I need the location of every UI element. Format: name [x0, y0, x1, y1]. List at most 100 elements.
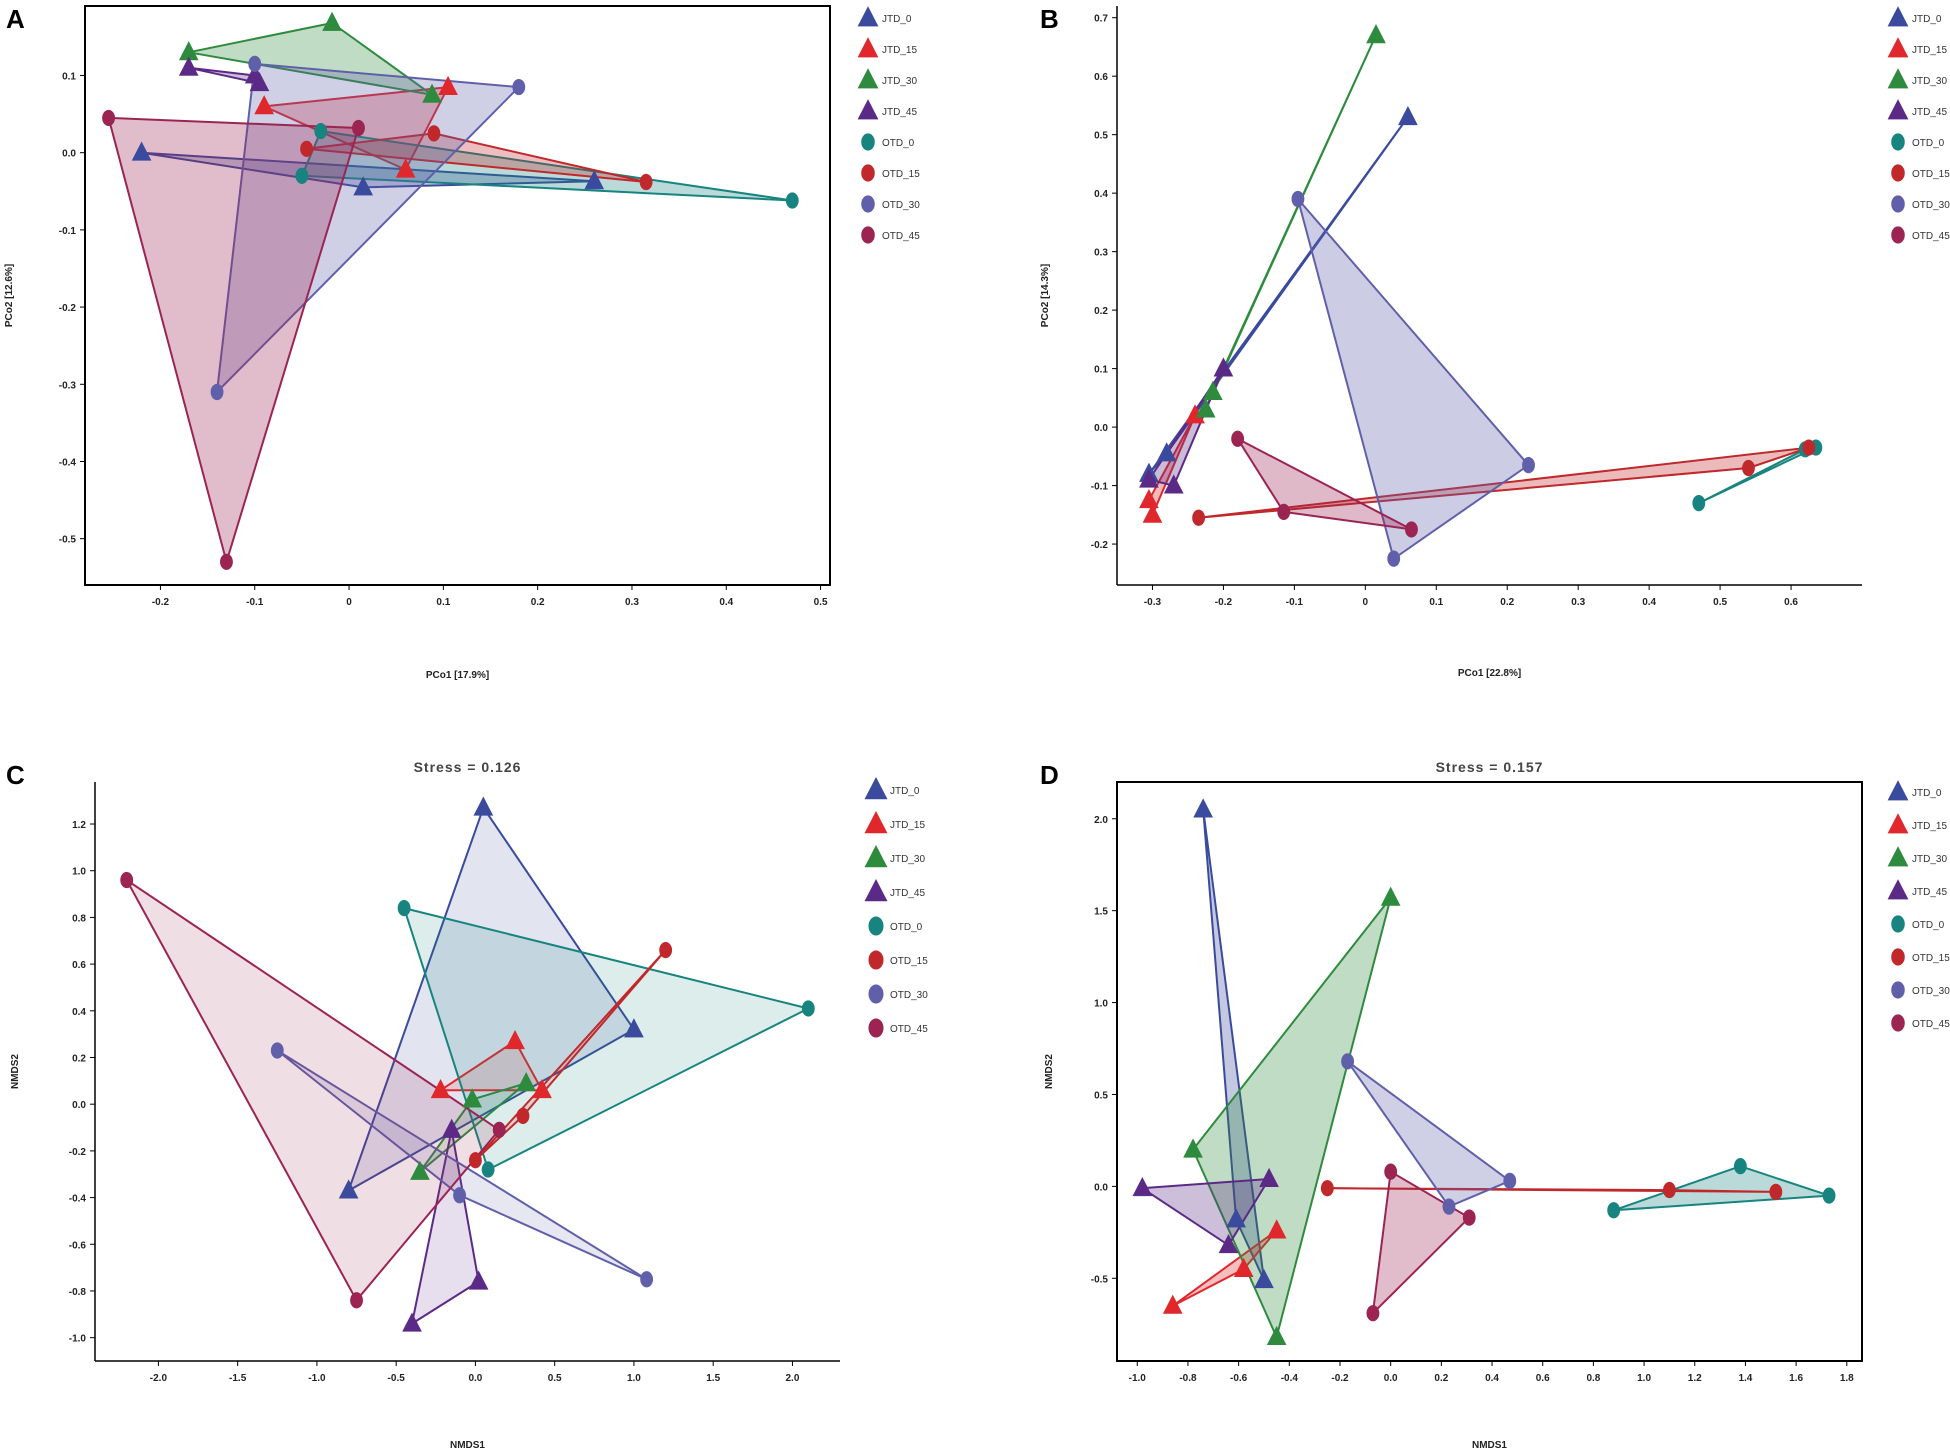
y-tick-label: -0.2: [1091, 540, 1109, 551]
panel-b: B -0.3 -0.2 -0.1 0 0.1 0.2 0.3 0.4 0.5 0.6 -0.2 -0.1…: [1040, 4, 1950, 679]
legend-item-otd-45: OTD_45: [1891, 226, 1950, 244]
point-jtd-0: [1254, 1268, 1274, 1289]
legend-marker: [864, 810, 888, 834]
point-otd-45: [102, 109, 115, 127]
plot-frame: [84, 5, 831, 586]
point-jtd-45: [1132, 1177, 1153, 1197]
point-otd-30: [1522, 456, 1535, 474]
point-otd-0: [1607, 1202, 1621, 1219]
y-tick-label: 0.0: [1094, 423, 1108, 434]
legend-item-otd-15: OTD_15: [868, 950, 928, 970]
hull-otd-15: [305, 132, 648, 183]
x-tick-label: 0.2: [531, 597, 545, 608]
y-tick-label: 2.0: [1094, 815, 1108, 826]
panel-c: C -2.0 -1.5 -1.0 -0.5 0.0 0.5 1.0 1.5 2.0 -1.0 -0.8…: [6, 759, 928, 1451]
x-axis-label: PCo1 [22.8%]: [1458, 668, 1521, 679]
x-tick-label: -0.1: [246, 597, 264, 608]
point-jtd-15: [395, 158, 416, 178]
legend-label: OTD_15: [1912, 169, 1950, 180]
x-tick-label: 1.8: [1840, 1373, 1854, 1384]
hull-otd-45: [107, 116, 360, 563]
legend-marker: [868, 950, 884, 970]
point-otd-30: [210, 383, 224, 401]
point-otd-0: [295, 167, 309, 184]
legend-label: JTD_30: [890, 854, 925, 865]
legend-label: JTD_30: [882, 76, 917, 87]
y-tick-label: 0.0: [72, 1100, 86, 1111]
point-otd-0: [314, 122, 328, 140]
point-otd-45: [120, 871, 134, 889]
legend-item-jtd-15: JTD_15: [1887, 813, 1947, 834]
legend-item-jtd-45: JTD_45: [1887, 879, 1947, 900]
x-tick-label: 0.6: [1536, 1373, 1550, 1384]
y-tick-label: 0.4: [72, 1007, 86, 1018]
point-jtd-0: [1193, 798, 1213, 818]
legend-marker: [1887, 6, 1909, 27]
hull-jtd-15: [1171, 1229, 1278, 1307]
point-jtd-45: [1139, 468, 1159, 488]
point-otd-15: [1802, 439, 1816, 456]
legend-label: OTD_15: [1912, 953, 1950, 964]
y-tick-label: 0.1: [62, 71, 76, 82]
panel-label: A: [6, 4, 25, 34]
point-jtd-45: [1163, 474, 1184, 494]
legend-marker: [857, 37, 879, 58]
point-otd-45: [1277, 503, 1291, 521]
x-tick-label: 0.1: [1429, 597, 1443, 608]
legend-item-jtd-30: JTD_30: [864, 844, 925, 868]
legend-marker: [1887, 99, 1909, 120]
point-jtd-45: [468, 1270, 489, 1290]
legend-label: OTD_45: [1912, 231, 1950, 242]
legend-marker: [1891, 164, 1905, 182]
legend-label: JTD_45: [882, 107, 917, 118]
y-axis-label: PCo2 [14.3%]: [1040, 264, 1051, 327]
point-otd-45: [1462, 1209, 1476, 1226]
y-tick-label: -0.4: [69, 1194, 87, 1205]
legend-item-otd-0: OTD_0: [868, 916, 923, 936]
x-tick-label: 0.4: [1485, 1373, 1499, 1384]
panel-label: B: [1040, 4, 1059, 34]
x-axis-label: PCo1 [17.9%]: [426, 670, 489, 681]
y-axis-label: PCo2 [12.6%]: [4, 264, 15, 327]
point-jtd-15: [254, 95, 275, 115]
hull-jtd-15: [439, 1040, 543, 1092]
x-tick-label: 0: [346, 597, 352, 608]
legend-item-otd-45: OTD_45: [861, 226, 920, 244]
hull-otd-30: [1346, 1060, 1511, 1208]
legend-label: OTD_45: [882, 231, 920, 242]
y-tick-label: 0.5: [1094, 1090, 1108, 1101]
y-tick-label: -0.3: [59, 380, 77, 391]
point-otd-15: [427, 125, 441, 142]
legend-marker: [864, 844, 888, 868]
legend-item-jtd-45: JTD_45: [864, 878, 925, 902]
legend-label: JTD_15: [1912, 821, 1947, 832]
legend-item-otd-45: OTD_45: [1891, 1014, 1950, 1032]
point-otd-30: [453, 1187, 466, 1204]
x-tick-label: 0.4: [1642, 597, 1656, 608]
point-otd-45: [1366, 1305, 1380, 1322]
x-tick-label: 1.4: [1738, 1373, 1752, 1384]
y-tick-label: 0.2: [1094, 306, 1108, 317]
panel-label: D: [1040, 760, 1059, 790]
y-axis-label: NMDS2: [1044, 1054, 1055, 1089]
point-jtd-30: [516, 1071, 536, 1092]
y-tick-label: -1.0: [69, 1334, 87, 1345]
point-otd-15: [1769, 1183, 1783, 1201]
x-tick-label: 0.2: [1500, 597, 1514, 608]
y-tick-label: -0.4: [59, 457, 77, 468]
y-tick-label: -0.1: [1091, 482, 1109, 493]
x-tick-label: 1.0: [627, 1373, 641, 1384]
point-otd-0: [1822, 1187, 1836, 1204]
point-jtd-45: [402, 1312, 422, 1332]
hull-jtd-30: [187, 22, 433, 96]
legend-item-otd-30: OTD_30: [861, 195, 920, 213]
legend-label: OTD_30: [1912, 200, 1950, 211]
point-jtd-30: [422, 83, 442, 103]
legend-item-otd-15: OTD_15: [861, 164, 920, 182]
hull-otd-45: [125, 879, 501, 1302]
y-tick-label: 1.2: [72, 820, 86, 831]
point-otd-15: [1192, 509, 1206, 526]
legend-item-otd-0: OTD_0: [861, 133, 915, 151]
panel-d: D -1.0 -0.8 -0.6 -0.4 -0.2 0.0 0.2 0.4 0.6 0.8 1.0 1…: [1040, 759, 1950, 1451]
legend-marker: [868, 916, 884, 936]
